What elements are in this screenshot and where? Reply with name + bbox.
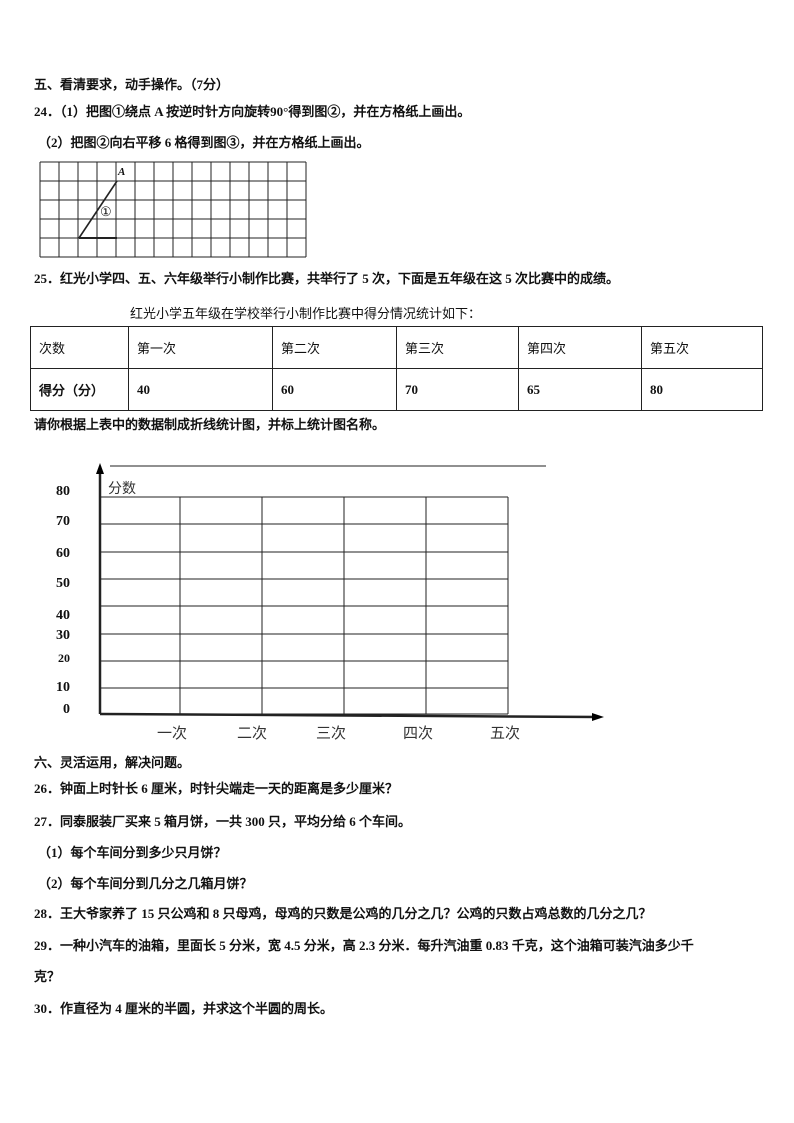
question-26: 26．钟面上时针长 6 厘米，时针尖端走一天的距离是多少厘米？ xyxy=(34,781,399,796)
question-24-part-1: 24．（1）把图①绕点 A 按逆时针方向旋转90°得到图②，并在方格纸上画出。 xyxy=(34,104,471,119)
table-title: 红光小学五年级在学校举行小制作比赛中得分情况统计如下： xyxy=(130,306,482,321)
y-tick-label: 30 xyxy=(56,628,70,643)
table-cell: 60 xyxy=(272,368,397,411)
question-28: 28．王大爷家养了 15 只公鸡和 8 只母鸡，母鸡的只数是公鸡的几分之几？公鸡… xyxy=(34,906,652,921)
table-cell: 第四次 xyxy=(518,326,642,369)
x-tick-label: 一次 xyxy=(157,724,188,742)
question-24-part-2: （2）把图②向右平移 6 格得到图③，并在方格纸上画出。 xyxy=(38,135,370,150)
section-6-heading: 六、灵活运用，解决问题。 xyxy=(34,755,191,770)
table-cell: 65 xyxy=(518,368,642,411)
x-tick-label: 二次 xyxy=(237,724,268,742)
table-cell: 得分（分） xyxy=(30,368,129,411)
y-tick-label: 20 xyxy=(58,651,70,665)
table-cell: 第一次 xyxy=(128,326,273,369)
x-tick-label: 五次 xyxy=(490,724,521,742)
y-tick-label: 40 xyxy=(56,608,70,623)
table-cell: 70 xyxy=(396,368,519,411)
table-row: 得分（分） 40 60 70 65 80 xyxy=(30,368,763,411)
y-tick-label: 0 xyxy=(63,702,70,717)
x-axis xyxy=(99,712,601,719)
shape-1-label: ① xyxy=(100,204,112,219)
question-29: 29．一种小汽车的油箱，里面长 5 分米，宽 4.5 分米，高 2.3 分米．每… xyxy=(34,938,694,953)
y-axis-label: 分数 xyxy=(108,481,136,497)
table-header-row: 次数 第一次 第二次 第三次 第四次 第五次 xyxy=(30,326,763,369)
y-tick-label: 50 xyxy=(56,576,70,591)
shape-1-edge xyxy=(78,180,118,239)
question-27-part-1: （1）每个车间分到多少只月饼？ xyxy=(38,845,227,860)
table-cell: 第二次 xyxy=(272,326,397,369)
table-cell: 40 xyxy=(128,368,273,411)
x-tick-label: 四次 xyxy=(403,724,434,742)
y-axis-arrow-icon xyxy=(96,463,104,474)
question-27: 27．同泰服装厂买来 5 箱月饼，一共 300 只，平均分给 6 个车间。 xyxy=(34,814,412,829)
y-tick-label: 60 xyxy=(56,546,70,561)
table-cell: 第三次 xyxy=(396,326,519,369)
question-29-continued: 克？ xyxy=(34,969,61,984)
table-cell: 80 xyxy=(641,368,763,411)
y-tick-label: 80 xyxy=(56,484,70,499)
x-axis-arrow-icon xyxy=(592,713,604,721)
table-cell: 次数 xyxy=(30,326,129,369)
question-25: 25．红光小学四、五、六年级举行小制作比赛，共举行了 5 次，下面是五年级在这 … xyxy=(34,271,620,286)
x-tick-label: 三次 xyxy=(316,724,347,742)
chart-instruction: 请你根据上表中的数据制成折线统计图，并标上统计图名称。 xyxy=(34,417,386,432)
section-5-heading: 五、看清要求，动手操作。（7分） xyxy=(34,77,230,92)
question-27-part-2: （2）每个车间分到几分之几箱月饼？ xyxy=(38,876,253,891)
y-tick-label: 10 xyxy=(56,680,70,695)
score-table: 次数 第一次 第二次 第三次 第四次 第五次 得分（分） 40 60 70 65… xyxy=(30,326,763,411)
question-30: 30．作直径为 4 厘米的半圆，并求这个半圆的周长。 xyxy=(34,1001,334,1016)
table-cell: 第五次 xyxy=(641,326,763,369)
y-tick-label: 70 xyxy=(56,514,70,529)
point-a-label: A xyxy=(118,166,126,178)
